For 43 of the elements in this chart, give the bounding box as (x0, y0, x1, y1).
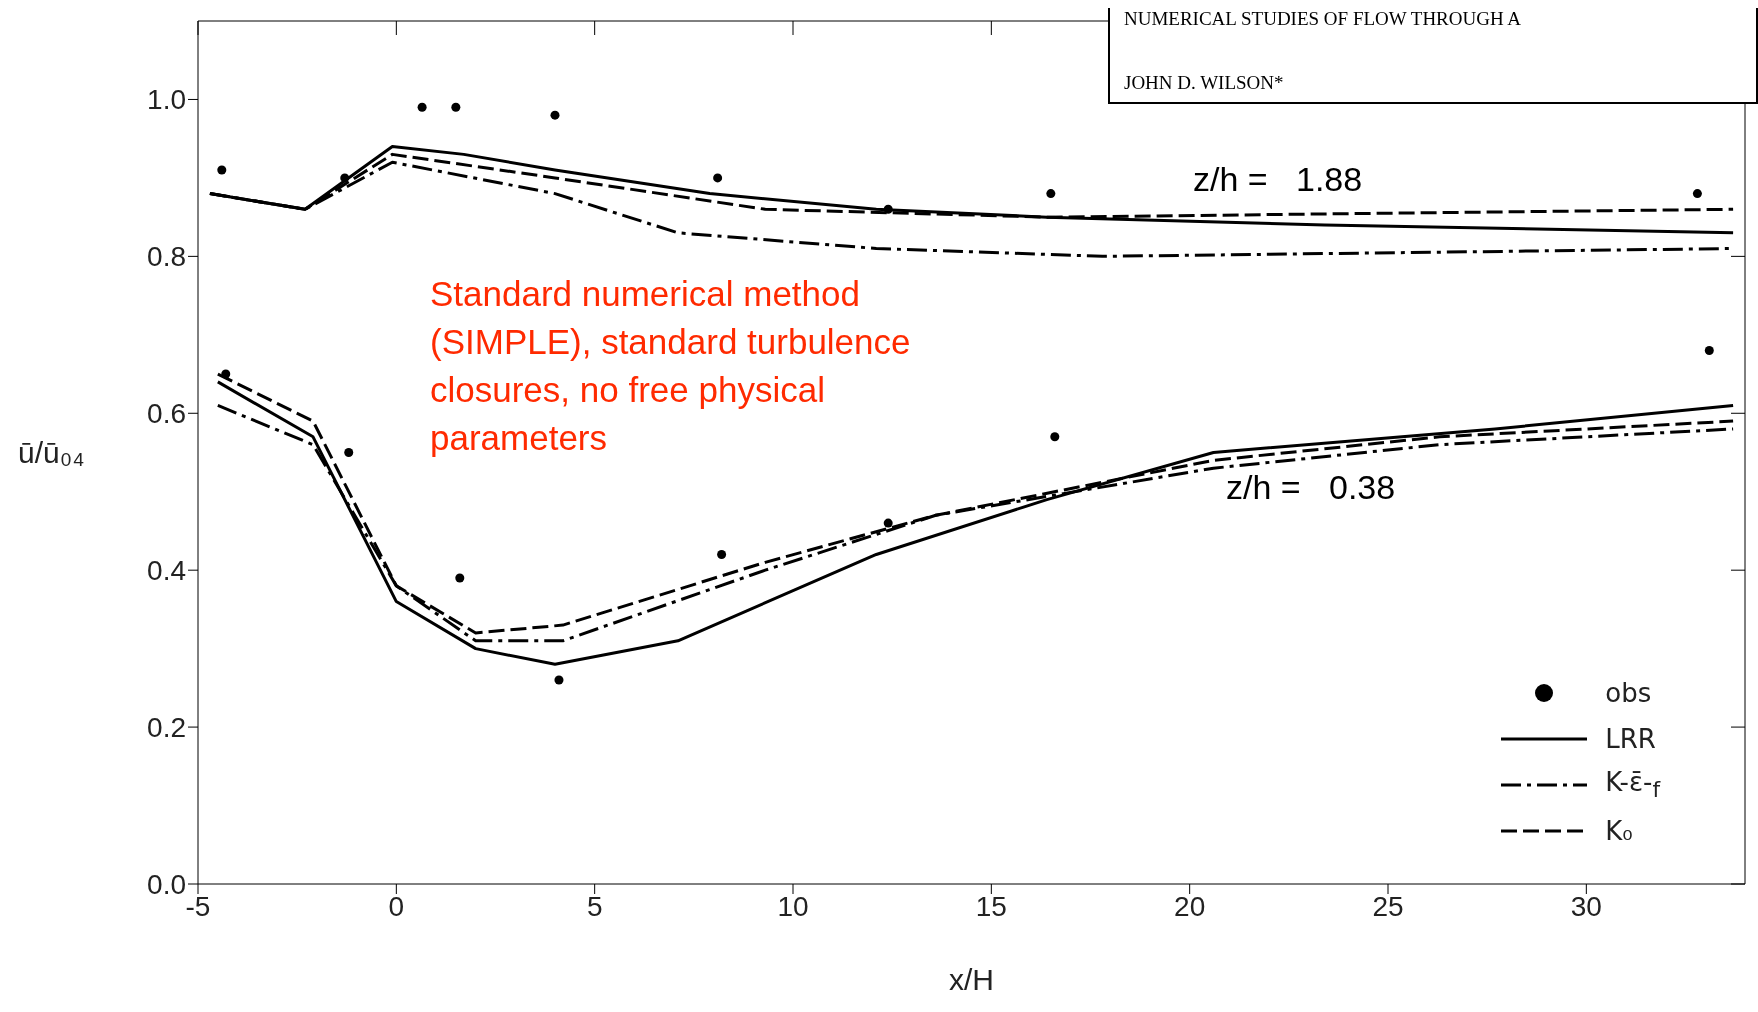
y-tick-label: 0.8 (147, 241, 186, 273)
point (713, 173, 723, 183)
point (417, 102, 427, 112)
legend-label: K₀ (1605, 816, 1633, 846)
annotation: z/h = 0.38 (1226, 468, 1396, 507)
point (340, 173, 350, 183)
x-tick-label: -5 (185, 890, 211, 922)
x-tick-label: 20 (1174, 890, 1206, 922)
x-tick-label: 15 (975, 890, 1007, 922)
y-tick-label: 0.2 (147, 712, 186, 744)
point (550, 110, 560, 120)
y-tick-label: 0.4 (147, 555, 186, 587)
annotation: NUMERICAL STUDIES OF FLOW THROUGH A (1124, 8, 1523, 30)
x-tick-label: 0 (388, 890, 405, 922)
x-axis-title: x/H (949, 963, 994, 996)
point (883, 204, 893, 214)
point (1692, 189, 1702, 199)
point (554, 675, 564, 685)
legend-label: K-ε̄-$_{f}$ (1605, 767, 1660, 803)
annotation: JOHN D. WILSON* (1124, 72, 1285, 94)
point (221, 369, 231, 379)
annotation: z/h = 1.88 (1193, 160, 1363, 199)
point (883, 518, 893, 528)
point (217, 165, 227, 175)
point (1704, 346, 1714, 356)
text-box: NUMERICAL STUDIES OF FLOW THROUGH A JOHN D. WILSON* (1108, 8, 1758, 104)
point (1050, 432, 1060, 442)
point (451, 102, 461, 112)
point (1046, 189, 1056, 199)
y-axis-title: ū/ū₀₄ (18, 436, 85, 470)
legend-label: obs (1605, 678, 1652, 708)
x-tick-label: 25 (1372, 890, 1404, 922)
y-tick-label: 1.0 (147, 84, 186, 116)
point (455, 573, 465, 583)
annotation: Standard numerical method (SIMPLE), standard turbulence closures, no free physical parameters (430, 273, 912, 459)
point (717, 549, 727, 559)
x-tick-label: 5 (586, 890, 603, 922)
x-tick-label: 30 (1570, 890, 1602, 922)
y-tick-label: 0.0 (147, 868, 186, 900)
legend-label: LRR (1605, 724, 1656, 754)
y-tick-label: 0.6 (147, 398, 186, 430)
x-tick-label: 10 (777, 890, 809, 922)
point (344, 447, 354, 458)
